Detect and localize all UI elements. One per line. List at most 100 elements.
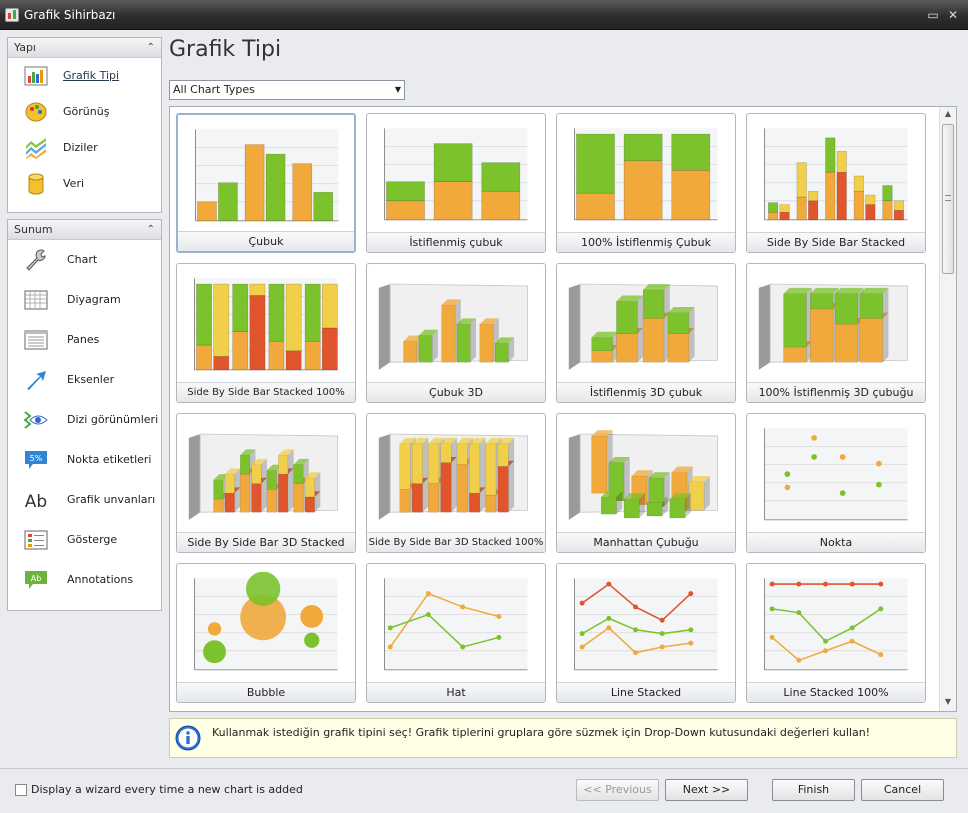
nav-item-grafik-unvanlari[interactable]: Ab Grafik unvanları bbox=[8, 480, 161, 520]
nav-item-chart[interactable]: Chart bbox=[8, 240, 161, 280]
nav-item-label: Görünüş bbox=[63, 105, 110, 118]
data-point bbox=[823, 648, 828, 654]
chart-type-tile[interactable]: Line Stacked 100% bbox=[746, 563, 926, 703]
chart-type-tile[interactable]: 100% İstiflenmiş 3D çubuğu bbox=[746, 263, 926, 403]
series-stack-icon bbox=[26, 138, 46, 159]
bar-chart-preview-icon bbox=[195, 129, 339, 222]
bar-3d bbox=[859, 318, 883, 363]
data-point bbox=[633, 604, 638, 610]
nav-item-nokta-etiketleri[interactable]: 5% Nokta etiketleri bbox=[8, 440, 161, 480]
bar-3d-top bbox=[412, 437, 429, 444]
data-point bbox=[876, 481, 882, 488]
nav-item-diziler[interactable]: Diziler bbox=[8, 130, 161, 166]
chart-type-tile[interactable]: Bubble bbox=[176, 563, 356, 703]
chart-type-label: İstiflenmiş 3D çubuk bbox=[557, 382, 735, 402]
chart-type-tile[interactable]: Side By Side Bar Stacked 100% bbox=[176, 263, 356, 403]
show-wizard-checkbox[interactable] bbox=[15, 784, 27, 796]
nav-group-header[interactable]: Sunum ⌃ bbox=[8, 220, 161, 240]
chart-type-tile[interactable]: İstiflenmiş 3D çubuk bbox=[556, 263, 736, 403]
chart-type-tile[interactable]: Side By Side Bar 3D Stacked bbox=[176, 413, 356, 553]
scroll-up-icon[interactable]: ▲ bbox=[944, 109, 952, 118]
bar bbox=[768, 202, 779, 213]
bar bbox=[285, 283, 302, 352]
bar-3d-side bbox=[314, 472, 321, 497]
bar-3d bbox=[411, 483, 423, 513]
bar-3d-top bbox=[591, 331, 619, 338]
bar-3d bbox=[440, 462, 452, 513]
nav-item-grafik-tipi[interactable]: Grafik Tipi bbox=[8, 58, 161, 94]
chart-type-tile[interactable]: Manhattan Çubuğu bbox=[556, 413, 736, 553]
bar-3d-side bbox=[287, 468, 294, 513]
bar-3d-top bbox=[305, 472, 321, 478]
bar-3d bbox=[591, 337, 613, 352]
footer-divider bbox=[0, 768, 968, 769]
bar bbox=[825, 137, 836, 173]
chart-type-tile[interactable]: Hat bbox=[366, 563, 546, 703]
bar bbox=[825, 171, 836, 221]
bar bbox=[304, 340, 321, 371]
plot-area bbox=[574, 578, 718, 670]
bar-3d bbox=[428, 443, 440, 484]
sbs3d100-chart-preview-icon bbox=[378, 433, 528, 520]
chart-type-tile[interactable]: İstiflenmiş çubuk bbox=[366, 113, 546, 253]
scroll-thumb[interactable] bbox=[942, 124, 954, 274]
chart-type-tile[interactable]: Side By Side Bar 3D Stacked 100% bbox=[366, 413, 546, 553]
bar bbox=[196, 283, 212, 346]
nav-group-header[interactable]: Yapı ⌃ bbox=[8, 38, 161, 58]
close-icon[interactable]: ✕ bbox=[947, 8, 959, 22]
gallery-scrollbar[interactable]: ▲ ▼ bbox=[939, 107, 956, 711]
nav-item-annotations[interactable]: Ab Annotations bbox=[8, 560, 161, 600]
data-point bbox=[811, 435, 817, 441]
chart-type-tile[interactable]: Side By Side Bar Stacked bbox=[746, 113, 926, 253]
nav-item-veri[interactable]: Veri bbox=[8, 166, 161, 202]
collapse-chevron-icon[interactable]: ⌃ bbox=[146, 224, 155, 235]
bar bbox=[865, 194, 876, 205]
nav-item-diyagram[interactable]: Diyagram bbox=[8, 280, 161, 320]
bar bbox=[197, 201, 217, 222]
finish-button[interactable]: Finish bbox=[772, 779, 855, 801]
nav-item-label: Diyagram bbox=[67, 293, 121, 306]
bar-3d bbox=[810, 308, 834, 363]
previous-button[interactable]: << Previous bbox=[576, 779, 659, 801]
nav-item-eksenler[interactable]: Eksenler bbox=[8, 360, 161, 400]
data-point bbox=[633, 627, 638, 633]
data-point bbox=[659, 631, 665, 637]
bar-3d bbox=[642, 289, 665, 319]
chart-type-filter-dropdown[interactable]: All Chart Types ▼ bbox=[169, 80, 405, 100]
bar-3d-side bbox=[624, 456, 630, 501]
bar-3d-top bbox=[456, 318, 477, 325]
chart-type-tile[interactable]: Line Stacked bbox=[556, 563, 736, 703]
chevron-down-icon[interactable]: ▼ bbox=[394, 85, 401, 94]
nav-item-label: Grafik unvanları bbox=[67, 493, 156, 506]
restore-icon[interactable]: ▭ bbox=[927, 8, 939, 22]
scroll-down-icon[interactable]: ▼ bbox=[944, 697, 952, 706]
bar bbox=[232, 331, 249, 371]
cancel-button[interactable]: Cancel bbox=[861, 779, 944, 801]
hint-text: Kullanmak istediğin grafik tipini seç! G… bbox=[212, 726, 871, 739]
chart-type-tile[interactable]: Çubuk 3D bbox=[366, 263, 546, 403]
nav-item-gorunus[interactable]: Görünüş bbox=[8, 94, 161, 130]
data-point bbox=[659, 617, 665, 623]
collapse-chevron-icon[interactable]: ⌃ bbox=[146, 42, 155, 53]
chart-type-tile[interactable]: Nokta bbox=[746, 413, 926, 553]
data-point bbox=[579, 644, 585, 650]
data-point bbox=[496, 613, 502, 619]
bar-3d bbox=[240, 473, 251, 513]
bar bbox=[576, 133, 615, 194]
bar-3d bbox=[834, 323, 859, 363]
chart-type-tile[interactable]: 100% İstiflenmiş Çubuk bbox=[556, 113, 736, 253]
bar-3d-top bbox=[225, 468, 241, 475]
bar bbox=[218, 182, 238, 222]
nav-item-dizi-gorunumleri[interactable]: Dizi görünümleri bbox=[8, 400, 161, 440]
next-button[interactable]: Next >> bbox=[665, 779, 748, 801]
bar bbox=[853, 190, 864, 221]
bar bbox=[893, 200, 904, 211]
bar-3d-side bbox=[234, 468, 241, 494]
chart-type-tile[interactable]: Çubuk bbox=[176, 113, 356, 253]
bar-3d-side bbox=[508, 460, 515, 513]
nav-item-gosterge[interactable]: Gösterge bbox=[8, 520, 161, 560]
bar-3d bbox=[251, 464, 262, 484]
bar-3d-top bbox=[469, 437, 486, 444]
bar-3d-top bbox=[643, 284, 670, 290]
nav-item-panes[interactable]: Panes bbox=[8, 320, 161, 360]
